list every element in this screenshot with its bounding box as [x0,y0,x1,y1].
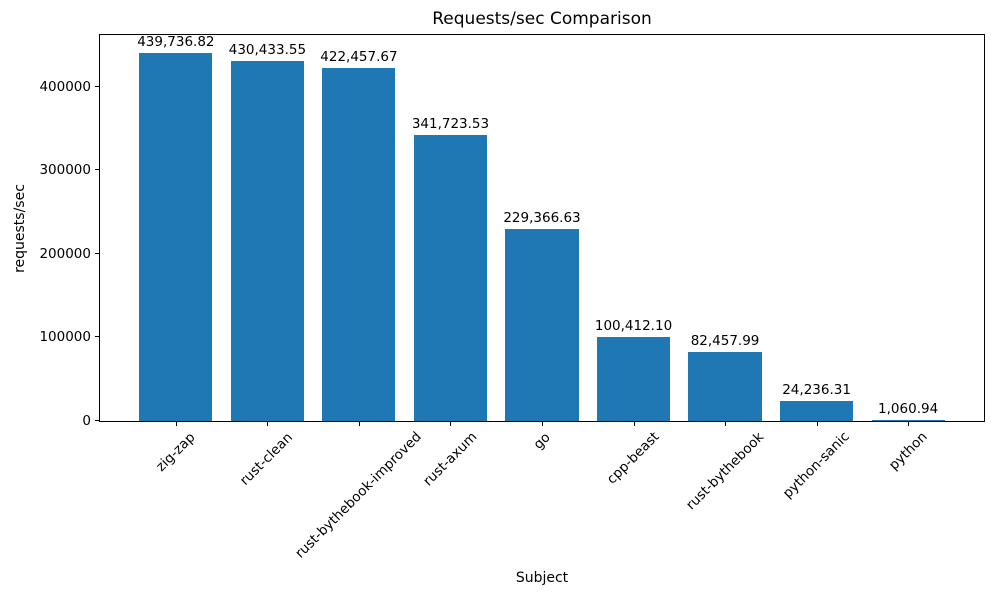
x-tick-mark [908,422,909,426]
bar-python [871,420,945,421]
bar-rust-bythebook [688,352,762,421]
y-tick-label: 300000 [39,162,91,178]
x-tick-label-zig-zap: zig-zap [152,428,199,475]
x-tick-label-python: python [885,428,931,474]
x-tick-label-go: go [529,429,554,453]
y-tick-label: 400000 [39,79,91,95]
x-tick-label-rust-axum: rust-axum [420,428,481,490]
x-tick-label-rust-clean: rust-clean [237,429,297,489]
chart-title: Requests/sec Comparison [432,9,652,29]
bar-value-label: 100,412.10 [594,318,673,334]
bar-value-label: 229,366.63 [503,210,581,226]
y-tick-mark [95,169,99,170]
x-tick-mark [267,422,268,426]
bar-value-label: 439,736.82 [137,34,215,50]
bar-rust-bythebook-improved [322,68,396,421]
x-tick-label-python-sanic: python-sanic [779,428,853,502]
bar-python-sanic [780,401,854,421]
bar-zig-zap [139,53,213,421]
x-tick-mark [542,422,543,426]
y-tick-label: 0 [82,413,91,429]
bar-go [505,229,579,421]
x-tick-mark [450,422,451,426]
bar-value-label: 341,723.53 [411,116,490,132]
x-axis-title: Subject [515,570,569,586]
bar-rust-clean [230,61,304,421]
bar-value-label: 24,236.31 [782,382,851,398]
bar-value-label: 1,060.94 [878,401,939,417]
x-tick-label-rust-bythebook-improved: rust-bythebook-improved [292,429,425,562]
y-tick-label: 200000 [39,246,91,262]
bar-rust-axum [413,135,488,421]
y-tick-mark [95,253,99,254]
x-tick-mark [176,422,177,426]
x-tick-mark [634,422,635,426]
bar-value-label: 82,457.99 [690,333,760,349]
x-tick-label-rust-bythebook: rust-bythebook [682,428,767,514]
bar-value-label: 430,433.55 [228,42,307,58]
y-tick-mark [95,86,99,87]
y-tick-mark [95,336,99,337]
x-tick-mark [817,422,818,426]
bar-cpp-beast [596,337,671,421]
bar-value-label: 422,457.67 [320,49,398,65]
x-tick-mark [359,422,360,426]
y-tick-label: 100000 [39,329,91,345]
x-tick-mark [725,422,726,426]
y-tick-mark [95,420,99,421]
y-axis-title: requests/sec [11,183,28,273]
x-tick-label-cpp-beast: cpp-beast [603,429,663,488]
